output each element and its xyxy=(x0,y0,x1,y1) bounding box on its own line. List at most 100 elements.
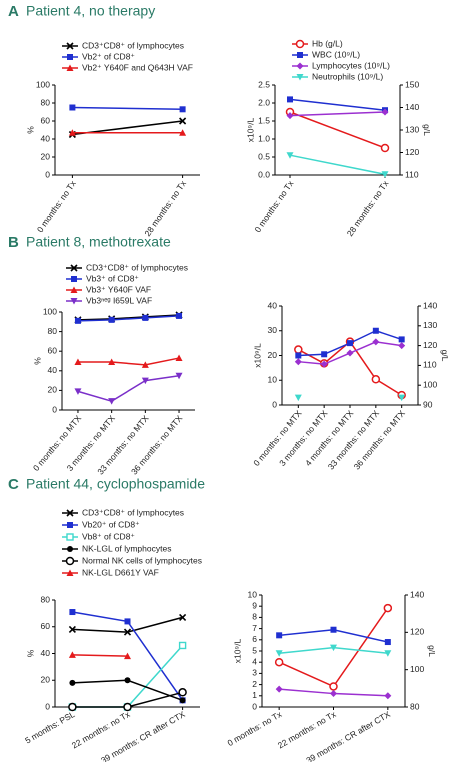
series-line xyxy=(72,106,183,111)
x-tick-label: 5 months: PSL xyxy=(23,709,77,746)
marker xyxy=(384,650,392,657)
marker xyxy=(124,652,131,660)
marker xyxy=(175,372,183,380)
y-tick-label: 20 xyxy=(268,350,278,360)
marker xyxy=(124,618,131,625)
marker xyxy=(398,342,406,350)
y2-tick-label: 100 xyxy=(410,664,424,674)
y2-tick-label: 140 xyxy=(423,300,437,310)
marker xyxy=(178,688,187,697)
marker xyxy=(66,64,74,71)
marker xyxy=(141,377,149,385)
marker xyxy=(296,74,304,81)
legend-label: Vb3⁺ of CD8⁺ xyxy=(86,273,139,283)
marker xyxy=(276,632,283,639)
marker xyxy=(108,358,116,365)
y-tick-label: 80 xyxy=(41,594,51,604)
marker xyxy=(294,394,302,402)
marker xyxy=(74,388,82,395)
marker xyxy=(69,679,76,686)
marker xyxy=(68,625,76,633)
marker xyxy=(74,317,81,324)
marker xyxy=(398,336,405,343)
x-tick-label: 28 months: no Tx xyxy=(345,178,391,238)
y-tick-label: 2 xyxy=(252,679,257,689)
y-axis-label: % xyxy=(25,649,35,657)
marker xyxy=(123,628,132,636)
marker xyxy=(67,546,73,552)
y-tick-label: 100 xyxy=(43,306,57,316)
y-tick-label: 80 xyxy=(41,97,51,107)
y-tick-label: 0 xyxy=(52,404,57,414)
y-tick-label: 40 xyxy=(41,133,51,143)
y-tick-label: 4 xyxy=(252,656,257,666)
series-line xyxy=(77,374,180,402)
marker xyxy=(381,171,389,178)
y2-tick-label: 140 xyxy=(405,102,419,112)
y2-tick-label: 130 xyxy=(423,320,437,330)
marker xyxy=(372,338,380,346)
legend-label: Lymphocytes (10⁹/L) xyxy=(312,60,390,70)
y-tick-label: 10 xyxy=(268,375,278,385)
x-tick-label: 28 months: no Tx xyxy=(142,178,188,238)
y-tick-label: 30 xyxy=(268,325,278,335)
marker xyxy=(69,104,76,111)
y-tick-label: 60 xyxy=(48,345,58,355)
panel-title: Patient 4, no therapy xyxy=(26,3,155,19)
legend-label: WBC (10⁹/L) xyxy=(312,49,360,59)
marker xyxy=(295,39,305,49)
marker xyxy=(294,358,302,366)
y-tick-label: 80 xyxy=(48,326,58,336)
y-tick-label: 20 xyxy=(41,151,51,161)
y-tick-label: 1.5 xyxy=(258,115,270,125)
marker xyxy=(320,360,328,368)
y-tick-label: 20 xyxy=(48,385,58,395)
marker xyxy=(108,398,116,405)
y-axis-label: x10⁹/L xyxy=(252,343,262,368)
legend-label: NK-LGL D661Y VAF xyxy=(82,567,159,577)
y2-tick-label: 130 xyxy=(405,124,419,134)
marker xyxy=(384,692,392,700)
marker xyxy=(321,351,328,358)
legend-label: CD3⁺CD8⁺ of lymphocytes xyxy=(82,507,184,517)
marker xyxy=(346,349,354,357)
y2-tick-label: 110 xyxy=(423,360,437,370)
legend-label: NK-LGL of lymphocytes xyxy=(82,543,171,553)
marker xyxy=(275,685,283,693)
marker xyxy=(65,556,75,566)
y-tick-label: 0 xyxy=(252,701,257,711)
marker xyxy=(71,276,77,282)
marker xyxy=(330,644,337,652)
y2-tick-label: 120 xyxy=(423,340,437,350)
marker xyxy=(68,651,76,658)
y-axis-label: x10⁹/L xyxy=(232,639,242,664)
marker xyxy=(295,352,302,359)
x-tick-label: 0 months: no Tx xyxy=(35,178,78,234)
y-tick-label: 40 xyxy=(48,365,58,375)
y2-tick-label: 140 xyxy=(410,589,424,599)
y2-axis-label: g/L xyxy=(422,124,432,136)
marker xyxy=(330,690,337,698)
marker xyxy=(372,327,379,334)
y2-tick-label: 90 xyxy=(423,399,433,409)
marker xyxy=(70,298,78,305)
y-tick-label: 0 xyxy=(272,399,277,409)
marker xyxy=(67,522,73,528)
y-tick-label: 10 xyxy=(248,589,258,599)
marker xyxy=(123,702,132,712)
y-tick-label: 60 xyxy=(41,621,51,631)
y-tick-label: 20 xyxy=(41,675,51,685)
y-tick-label: 2.0 xyxy=(258,97,270,107)
marker xyxy=(67,54,73,60)
y-axis-label: x10⁹/L xyxy=(245,118,255,143)
y-tick-label: 3 xyxy=(252,668,257,678)
marker xyxy=(347,340,353,347)
marker xyxy=(381,108,389,116)
y2-axis-label: g/L xyxy=(427,645,437,657)
legend-label: Vb20⁺ of CD8⁺ xyxy=(82,519,140,529)
marker xyxy=(371,375,381,384)
series-line xyxy=(72,654,128,657)
marker xyxy=(175,354,183,362)
x-tick-label: 0 months: no Tx xyxy=(252,178,295,234)
y2-axis-label: g/L xyxy=(440,350,450,362)
